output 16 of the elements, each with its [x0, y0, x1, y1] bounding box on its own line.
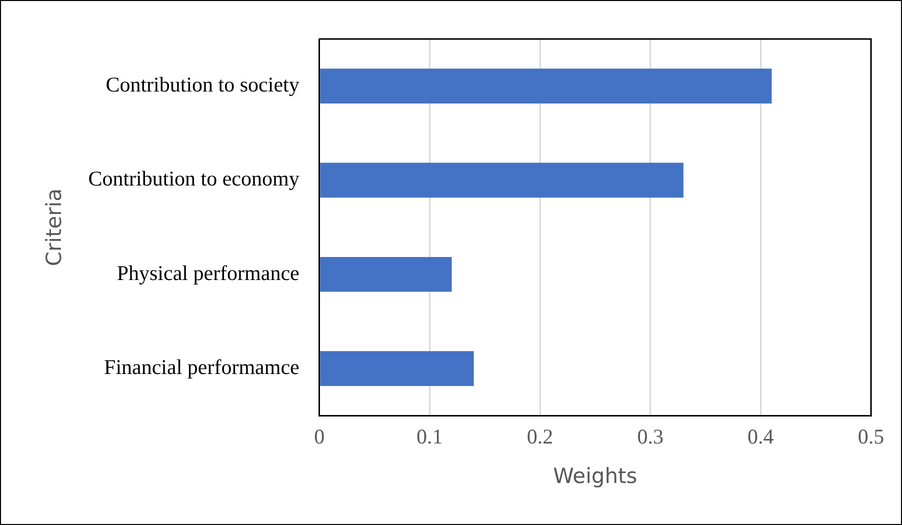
bar	[320, 256, 452, 292]
y-axis-title: Criteria	[42, 188, 66, 266]
x-axis-title: Weights	[553, 464, 638, 488]
x-tick-label: 0.4	[748, 424, 774, 449]
y-tick-label: Contribution to society	[106, 72, 300, 97]
x-tick-label: 0	[314, 424, 325, 449]
bar	[320, 68, 772, 104]
x-tick-label: 0.1	[416, 424, 443, 449]
x-tick-label: 0.5	[858, 424, 884, 449]
bar	[320, 351, 474, 386]
bar	[320, 162, 684, 198]
x-tick-label: 0.2	[526, 424, 554, 449]
y-tick-label: Physical performance	[116, 260, 300, 285]
y-tick-label: Contribution to economy	[88, 166, 300, 191]
y-tick-label: Financial performamce	[104, 355, 300, 380]
x-tick-label: 0.3	[637, 424, 664, 449]
